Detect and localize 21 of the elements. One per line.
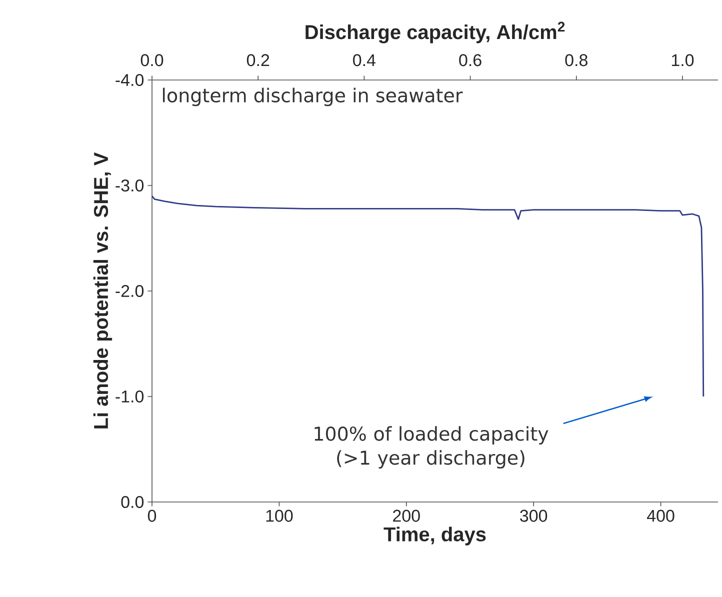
x2-tick-label: 1.0 bbox=[672, 54, 694, 66]
y-tick-label: -1.0 bbox=[116, 390, 144, 403]
x-tick-label: 200 bbox=[393, 510, 420, 522]
annotation: 100% of loaded capacity (>1 year discharge) bbox=[314, 426, 548, 469]
y-tick-label: -2.0 bbox=[116, 284, 144, 298]
x-axis-title: Time, days bbox=[384, 526, 486, 546]
x-tick-label: 300 bbox=[520, 510, 548, 522]
x-tick-label: 100 bbox=[266, 510, 293, 522]
x-tick-label: 0 bbox=[148, 510, 156, 522]
annotation: longterm discharge in seawater bbox=[162, 88, 463, 106]
x-tick-label: 400 bbox=[646, 510, 674, 522]
x2-axis-title: Discharge capacity, Ah/cm$^{2}$ bbox=[306, 22, 565, 44]
y-tick-label: 0.0 bbox=[121, 496, 144, 508]
x2-tick-label: 0.6 bbox=[459, 54, 482, 66]
x2-tick-label: 0.0 bbox=[140, 54, 164, 66]
x2-tick-label: 0.8 bbox=[565, 54, 588, 66]
y-tick-label: -4.0 bbox=[116, 74, 144, 86]
y-axis-title: Li anode potential vs. SHE, V bbox=[93, 152, 112, 428]
x2-tick-label: 0.4 bbox=[353, 54, 376, 66]
x2-tick-label: 0.2 bbox=[246, 54, 270, 66]
y-tick-label: -3.0 bbox=[116, 179, 144, 192]
